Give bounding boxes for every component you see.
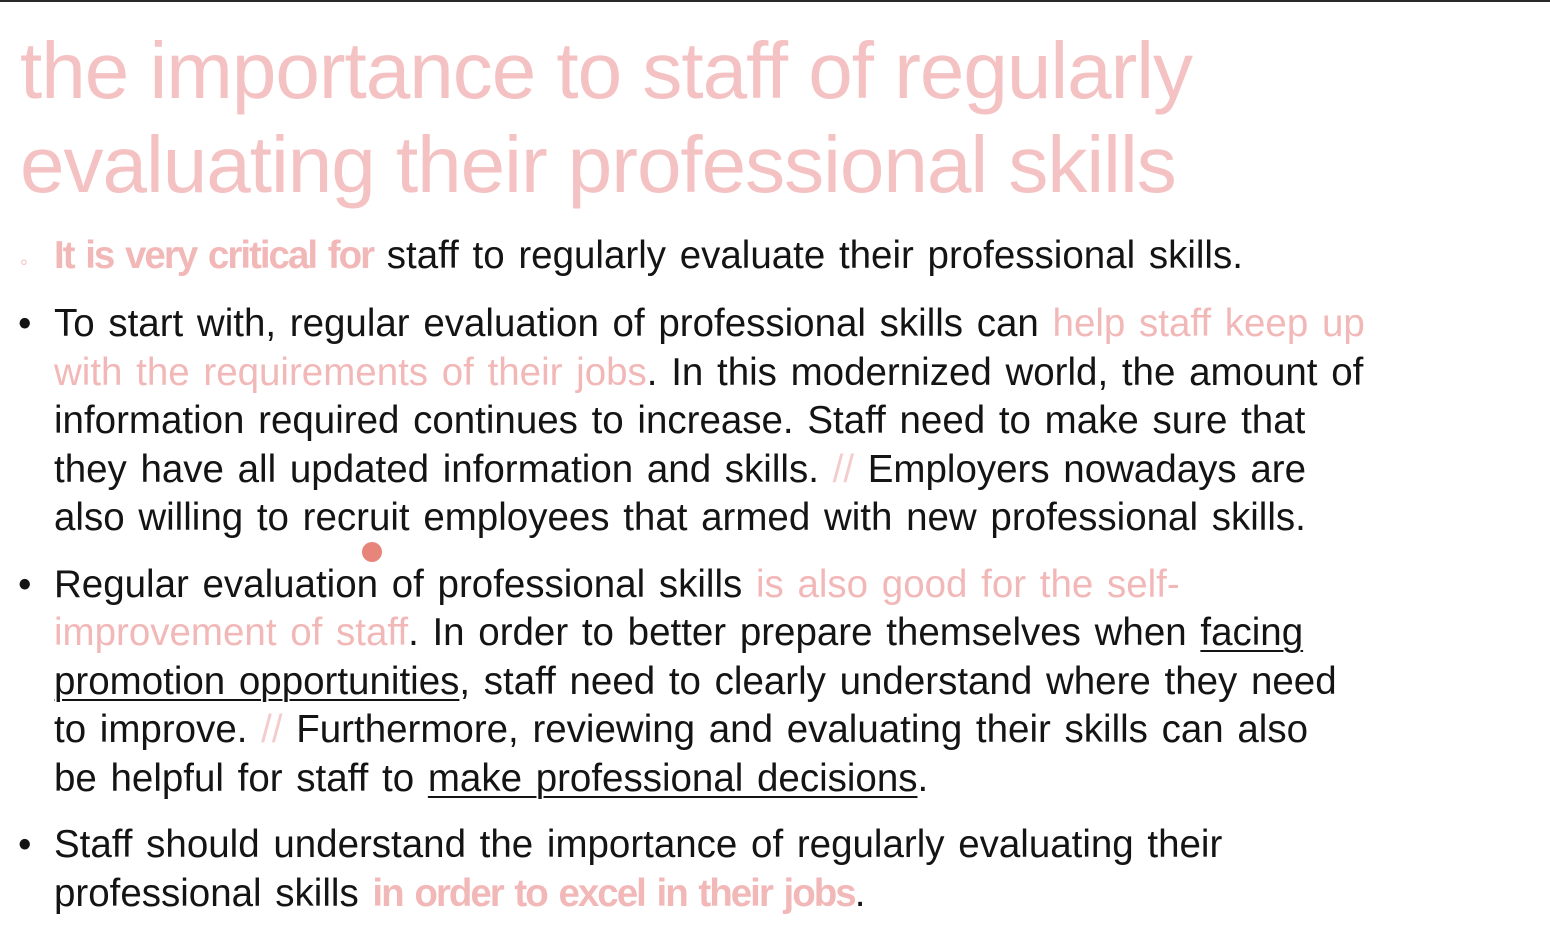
top-border-line <box>0 0 1550 2</box>
text-run: Employers nowadays are <box>854 447 1306 491</box>
text-run: , staff need to clearly understand where… <box>459 659 1337 703</box>
text-run: is also good for the self- <box>755 562 1180 606</box>
bullet-item-1: ◦ It is very critical for staff to regul… <box>18 232 1530 292</box>
text-run: promotion opportunities <box>54 659 460 703</box>
laser-pointer-dot <box>362 542 382 562</box>
text-run: improvement of staff <box>54 611 409 654</box>
text-run: be helpful for staff to <box>54 756 428 800</box>
text-run: . In this modernized world, the amount o… <box>646 350 1364 394</box>
text-run: Furthermore, reviewing and evaluating th… <box>282 708 1309 751</box>
text-run: make professional decisions <box>427 756 918 800</box>
text-run: they have all updated information and sk… <box>54 447 833 491</box>
text-run: to improve. <box>54 708 262 751</box>
text-run: help staff keep up <box>1052 302 1365 345</box>
text-run: in order to excel in their jobs <box>372 871 856 915</box>
bullet-dot-icon: • <box>18 823 32 866</box>
bullet-3-line-4: to improve. // Furthermore, reviewing an… <box>54 706 1530 755</box>
bullet-dot-icon: • <box>18 562 32 606</box>
text-run: also willing to recruit employees that a… <box>54 496 1306 539</box>
text-run: staff to regularly evaluate their profes… <box>373 234 1243 277</box>
text-run: . In order to better prepare themselves … <box>408 611 1201 654</box>
text-run: // <box>832 447 855 491</box>
text-run: . <box>854 871 866 915</box>
text-run: facing <box>1200 611 1304 654</box>
text-run: // <box>261 708 283 751</box>
text-run: To start with, regular evaluation of pro… <box>54 302 1053 345</box>
text-run: with the requirements of their jobs <box>54 350 647 394</box>
text-run: professional skills <box>54 871 373 915</box>
hollow-bullet-icon: ◦ <box>20 249 28 274</box>
bullet-item-2: • To start with, regular evaluation of p… <box>18 300 1530 543</box>
bullet-2-line-3: information required continues to increa… <box>54 397 1530 446</box>
bullet-item-3: • Regular evaluation of professional ski… <box>18 561 1530 804</box>
bullet-3-line-1: Regular evaluation of professional skill… <box>54 561 1530 610</box>
text-run: information required continues to increa… <box>54 399 1306 442</box>
text-run: Regular evaluation of professional skill… <box>54 562 756 606</box>
bullet-list: ◦ It is very critical for staff to regul… <box>18 232 1530 918</box>
bullet-dot-icon: • <box>18 302 32 345</box>
bullet-4-line-1: Staff should understand the importance o… <box>54 821 1530 870</box>
bullet-1-line-1: It is very critical for staff to regular… <box>54 232 1530 281</box>
bullet-2-line-5: also willing to recruit employees that a… <box>54 494 1530 543</box>
bullet-3-line-5: be helpful for staff to make professiona… <box>54 755 1530 804</box>
text-run: . <box>917 756 929 800</box>
bullet-2-line-4: they have all updated information and sk… <box>54 446 1530 495</box>
bullet-2-line-2: with the requirements of their jobs. In … <box>54 349 1530 398</box>
bullet-3-line-2: improvement of staff. In order to better… <box>54 609 1530 658</box>
text-run: It is very critical for <box>54 234 375 277</box>
text-run: Staff should understand the importance o… <box>54 823 1223 866</box>
bullet-3-line-3: promotion opportunities, staff need to c… <box>54 658 1530 707</box>
slide-title: the importance to staff of regularly eva… <box>20 26 1193 209</box>
bullet-2-line-1: To start with, regular evaluation of pro… <box>54 300 1530 349</box>
bullet-4-line-2: professional skills in order to excel in… <box>54 870 1530 919</box>
bullet-item-4: • Staff should understand the importance… <box>18 821 1530 918</box>
